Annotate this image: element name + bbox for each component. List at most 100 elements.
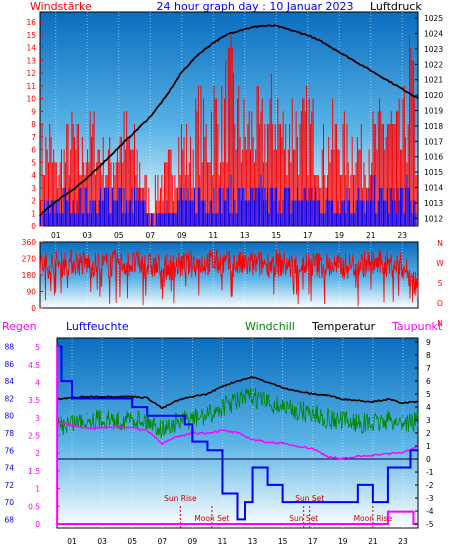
- humidity-point: [372, 501, 374, 503]
- rain-tick-label: 3.5: [28, 396, 40, 405]
- wind-direction-line: [39, 248, 419, 307]
- wind-speed-tick-label: 3: [31, 184, 36, 193]
- rain-tick-label: 3: [35, 414, 40, 423]
- temperature-point: [372, 401, 374, 403]
- time-tick-label: 13: [240, 231, 250, 240]
- label-luftfeuchte: Luftfeuchte: [66, 320, 129, 333]
- temperature-point: [266, 381, 269, 383]
- time-tick-label: 09: [188, 537, 198, 546]
- direction-tick-label: 360: [22, 238, 37, 247]
- humidity-tick-label: 88: [4, 343, 14, 352]
- pressure-tick-label: 1022: [424, 60, 443, 69]
- wind-direction-point: [275, 262, 277, 264]
- dewpoint-point: [312, 447, 314, 450]
- annotation-label: Sun Rise: [164, 494, 197, 503]
- pressure-point: [401, 88, 404, 90]
- temperature-point: [387, 398, 389, 400]
- humidity-tick-label: 76: [4, 446, 14, 455]
- label-windchill: Windchill: [245, 320, 295, 333]
- windchill-point: [372, 416, 374, 418]
- humidity-tick-label: 70: [4, 498, 14, 507]
- windchill-point: [282, 399, 284, 402]
- rain-tick-label: 1: [35, 485, 40, 494]
- wind-speed-tick-label: 11: [26, 82, 36, 91]
- temperature-tick-label: -4: [426, 507, 434, 516]
- wind-direction-axes: 0 90 180 270 360 N W S O N: [22, 238, 445, 328]
- humidity-tick-label: 72: [4, 481, 14, 490]
- dewpoint-point: [372, 454, 374, 456]
- temperature-point: [251, 376, 254, 378]
- temperature-point: [131, 395, 133, 398]
- time-tick-label: 07: [145, 231, 155, 240]
- temperature-point: [221, 385, 224, 387]
- pressure-point: [149, 115, 152, 118]
- pressure-tick-label: 1013: [424, 199, 443, 208]
- time-tick-label: 17: [308, 537, 318, 546]
- wind-direction-point: [354, 264, 356, 266]
- wind-direction-point: [385, 263, 388, 265]
- temperature-point: [342, 398, 344, 400]
- wind-direction-point: [338, 266, 340, 268]
- rain-point: [311, 523, 314, 525]
- pressure-point: [102, 162, 104, 164]
- wind-speed-tick-label: 7: [31, 133, 36, 142]
- rain-point: [71, 523, 73, 525]
- wind-direction-point: [307, 263, 309, 265]
- wind-direction-point: [212, 261, 214, 263]
- rain-point: [251, 523, 254, 525]
- temperature-tick-label: -1: [426, 468, 434, 477]
- temperature-axes: 687072747678808284868800.511.522.533.544…: [4, 338, 433, 546]
- dewpoint-point: [342, 458, 344, 460]
- pressure-point: [417, 97, 419, 100]
- direction-tick-label: 0: [31, 304, 36, 313]
- temperature-point: [116, 395, 118, 398]
- time-tick-label: 03: [82, 231, 92, 240]
- temperature-tick-label: 5: [426, 390, 431, 399]
- label-regen: Regen: [2, 320, 37, 333]
- time-tick-label: 19: [338, 537, 348, 546]
- wind-direction-point: [259, 263, 262, 265]
- windchill-point: [236, 393, 239, 395]
- windchill-point: [342, 414, 344, 416]
- wind-speed-tick-label: 4: [31, 171, 36, 180]
- humidity-point: [101, 397, 103, 400]
- dewpoint-point: [236, 432, 239, 434]
- windchill-point: [266, 395, 269, 398]
- rain-tick-label: 4.5: [28, 361, 40, 370]
- humidity-point: [357, 484, 359, 486]
- windchill-point: [327, 411, 329, 413]
- pressure-tick-label: 1015: [424, 168, 443, 177]
- humidity-point: [266, 484, 269, 486]
- time-tick-label: 01: [67, 537, 77, 546]
- pressure-tick-label: 1012: [424, 214, 443, 223]
- wind-direction-point: [86, 263, 88, 265]
- temperature-point: [191, 395, 194, 398]
- windchill-line: [56, 387, 419, 439]
- pressure-tick-label: 1023: [424, 45, 443, 54]
- humidity-point: [191, 440, 194, 443]
- pressure-point: [54, 200, 57, 203]
- dewpoint-point: [86, 427, 88, 429]
- temperature-point: [146, 397, 148, 399]
- wind-speed-tick-label: 2: [31, 197, 36, 206]
- wind-speed-tick-label: 0: [31, 222, 36, 231]
- rain-tick-label: 1.5: [28, 467, 40, 476]
- humidity-point: [60, 380, 63, 382]
- compass-label: O: [437, 299, 443, 308]
- humidity-point: [146, 414, 149, 417]
- label-temperatur: Temperatur: [311, 320, 376, 333]
- humidity-point: [71, 397, 73, 400]
- annotation-label: Moon Rise: [354, 514, 393, 523]
- pressure-tick-label: 1014: [424, 184, 443, 193]
- humidity-point: [176, 414, 179, 417]
- rain-point: [191, 523, 194, 525]
- pressure-point: [86, 177, 89, 180]
- temperature-point: [312, 393, 314, 395]
- wind-speed-tick-label: 15: [26, 31, 36, 40]
- direction-tick-label: 270: [22, 255, 37, 264]
- label-taupunkt: Taupunkt: [391, 320, 443, 333]
- time-tick-label: 11: [218, 537, 228, 546]
- temperature-point: [417, 401, 419, 403]
